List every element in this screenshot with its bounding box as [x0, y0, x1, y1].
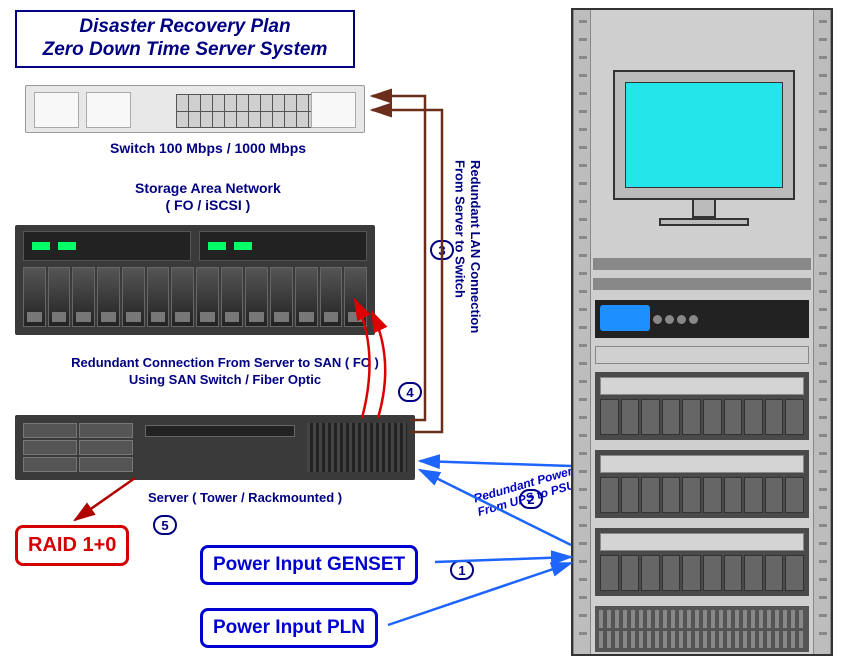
network-switch [25, 85, 365, 133]
rack-server-2 [595, 450, 809, 518]
rack-monitor [613, 70, 795, 230]
title-box: Disaster Recovery Plan Zero Down Time Se… [15, 10, 355, 68]
num-4: 4 [398, 382, 422, 402]
raid-box: RAID 1+0 [15, 525, 129, 566]
san-label: Storage Area Network ( FO / iSCSI ) [135, 180, 281, 214]
rack-ups [595, 300, 809, 338]
genset-box: Power Input GENSET [200, 545, 418, 585]
num-5: 5 [153, 515, 177, 535]
rack-keyboard-tray [595, 346, 809, 364]
conn3-label: Redundant LAN Connection From Server to … [452, 160, 483, 333]
server-label: Server ( Tower / Rackmounted ) [148, 490, 342, 505]
switch-ports [176, 94, 321, 128]
title-line-2: Zero Down Time Server System [27, 39, 343, 62]
num-1: 1 [450, 560, 474, 580]
server-rack [571, 8, 833, 656]
pln-box: Power Input PLN [200, 608, 378, 648]
conn4-label: Redundant Connection From Server to SAN … [65, 355, 385, 389]
switch-label: Switch 100 Mbps / 1000 Mbps [110, 140, 306, 156]
server-unit [15, 415, 415, 480]
storage-array [15, 225, 375, 335]
title-line-1: Disaster Recovery Plan [27, 16, 343, 39]
num-3: 3 [430, 240, 454, 260]
rack-server-1 [595, 372, 809, 440]
rack-bottom-unit [595, 606, 809, 652]
rack-server-3 [595, 528, 809, 596]
